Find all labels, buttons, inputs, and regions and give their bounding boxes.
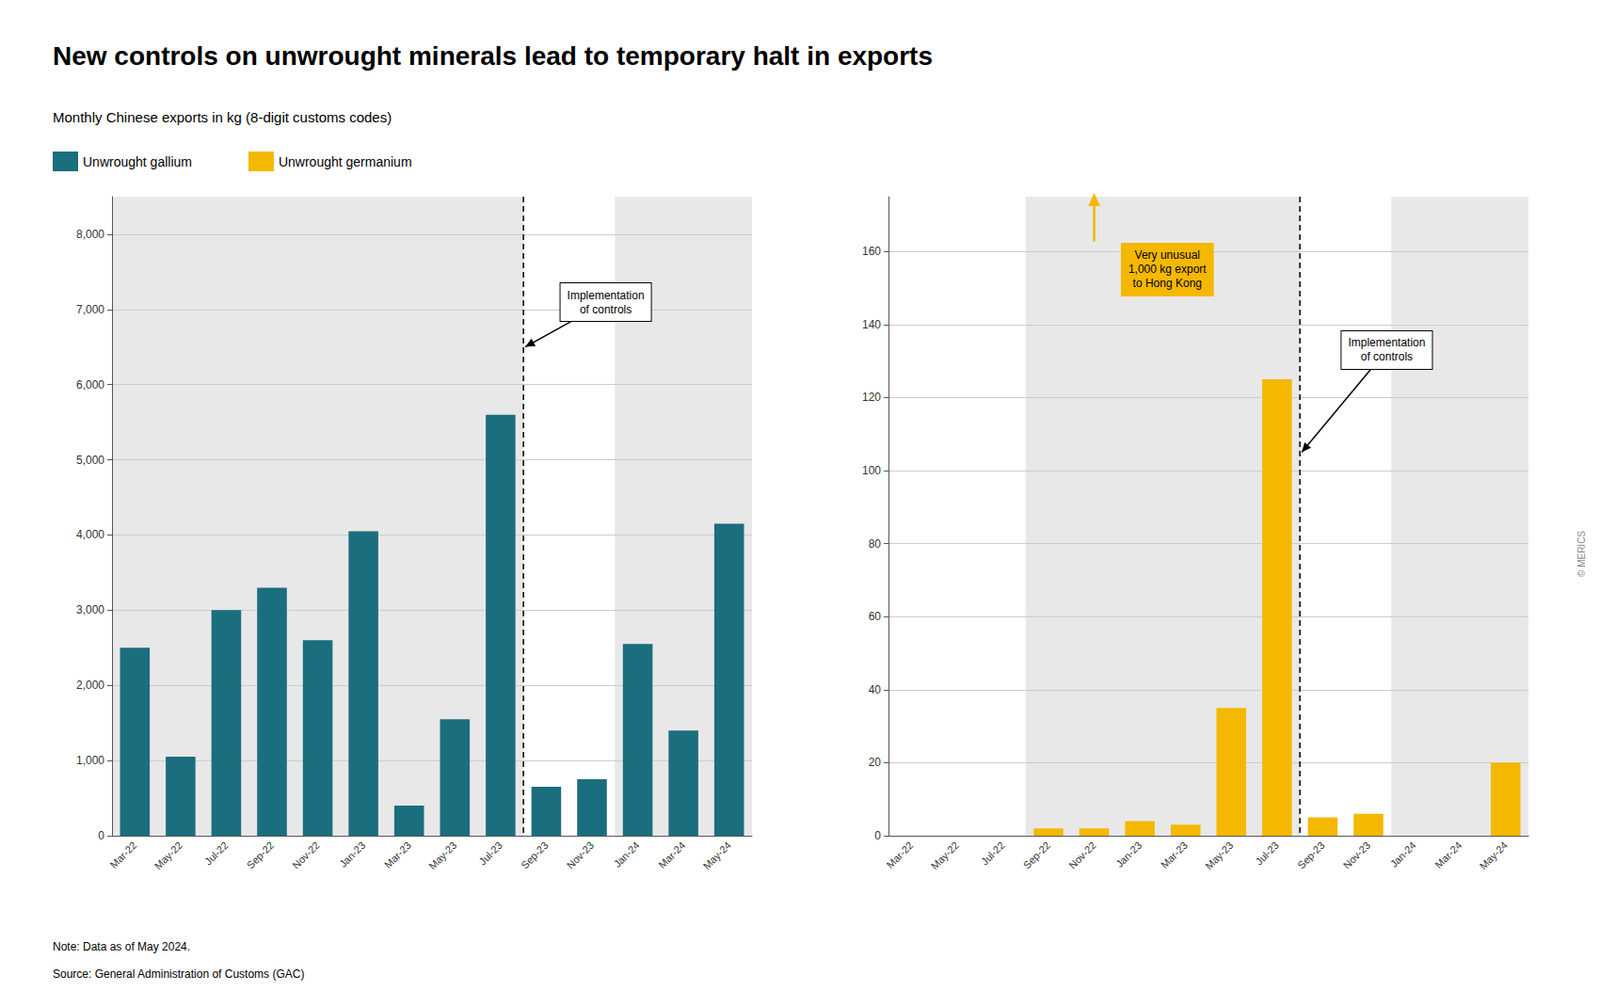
svg-text:Jul-22: Jul-22: [202, 839, 231, 868]
svg-text:Implementation: Implementation: [1347, 336, 1425, 350]
svg-text:Note: Data as of May 2024.: Note: Data as of May 2024.: [52, 940, 191, 954]
svg-text:8,000: 8,000: [76, 227, 105, 241]
svg-text:Mar-22: Mar-22: [107, 839, 139, 871]
svg-text:May-23: May-23: [1202, 839, 1235, 872]
svg-text:Nov-23: Nov-23: [1341, 839, 1374, 872]
svg-text:0: 0: [874, 829, 881, 843]
svg-text:Nov-22: Nov-22: [289, 839, 322, 872]
svg-text:Source: General Administration: Source: General Administration of Custom…: [52, 967, 304, 981]
svg-text:80: 80: [868, 537, 882, 551]
svg-text:Jan-24: Jan-24: [611, 839, 642, 870]
svg-text:May-22: May-22: [152, 839, 185, 872]
svg-text:Unwrought germanium: Unwrought germanium: [278, 154, 413, 170]
svg-text:May-24: May-24: [1477, 839, 1510, 872]
svg-text:Mar-24: Mar-24: [1432, 839, 1464, 871]
svg-text:Nov-23: Nov-23: [564, 839, 597, 872]
svg-text:Jul-23: Jul-23: [476, 839, 505, 868]
svg-text:4,000: 4,000: [76, 528, 105, 542]
svg-text:Mar-23: Mar-23: [382, 839, 414, 871]
svg-text:1,000 kg export: 1,000 kg export: [1128, 262, 1207, 276]
svg-text:2,000: 2,000: [76, 678, 105, 692]
svg-text:to Hong Kong: to Hong Kong: [1133, 276, 1202, 290]
svg-text:Jul-23: Jul-23: [1252, 839, 1281, 868]
svg-text:Unwrought gallium: Unwrought gallium: [82, 154, 192, 170]
svg-text:Sep-23: Sep-23: [518, 839, 551, 872]
svg-text:140: 140: [862, 318, 881, 332]
svg-text:Mar-24: Mar-24: [656, 839, 688, 871]
svg-text:Very unusual: Very unusual: [1135, 248, 1200, 262]
svg-text:May-22: May-22: [928, 839, 961, 872]
svg-text:3,000: 3,000: [76, 603, 105, 617]
svg-text:5,000: 5,000: [76, 453, 105, 467]
svg-text:May-24: May-24: [701, 839, 734, 872]
svg-text:100: 100: [862, 464, 881, 478]
svg-text:Jan-23: Jan-23: [1113, 839, 1144, 870]
svg-text:Sep-22: Sep-22: [244, 839, 277, 872]
svg-text:40: 40: [868, 683, 882, 697]
svg-text:Mar-23: Mar-23: [1158, 839, 1190, 871]
svg-text:May-23: May-23: [426, 839, 459, 872]
svg-text:Jan-24: Jan-24: [1388, 839, 1419, 870]
svg-text:Jan-23: Jan-23: [336, 839, 368, 870]
svg-text:Sep-23: Sep-23: [1295, 839, 1328, 872]
svg-text:7,000: 7,000: [76, 303, 105, 317]
svg-text:© MERICS: © MERICS: [1576, 530, 1587, 577]
svg-text:Jul-22: Jul-22: [978, 839, 1008, 868]
svg-text:of controls: of controls: [1360, 350, 1413, 364]
svg-text:Mar-22: Mar-22: [883, 839, 915, 871]
svg-text:0: 0: [97, 829, 105, 843]
svg-text:Nov-22: Nov-22: [1066, 839, 1099, 872]
svg-text:New controls on unwrought mine: New controls on unwrought minerals lead …: [52, 41, 933, 71]
svg-text:160: 160: [862, 244, 881, 258]
svg-text:1,000: 1,000: [76, 753, 105, 768]
svg-text:Implementation: Implementation: [567, 288, 645, 303]
svg-text:120: 120: [862, 390, 881, 404]
svg-text:of controls: of controls: [579, 303, 632, 317]
svg-text:60: 60: [868, 609, 882, 624]
svg-text:Monthly Chinese exports in kg: Monthly Chinese exports in kg (8-digit c…: [52, 109, 392, 126]
svg-text:6,000: 6,000: [76, 378, 105, 392]
svg-text:Sep-22: Sep-22: [1021, 839, 1054, 872]
svg-text:20: 20: [868, 755, 882, 769]
